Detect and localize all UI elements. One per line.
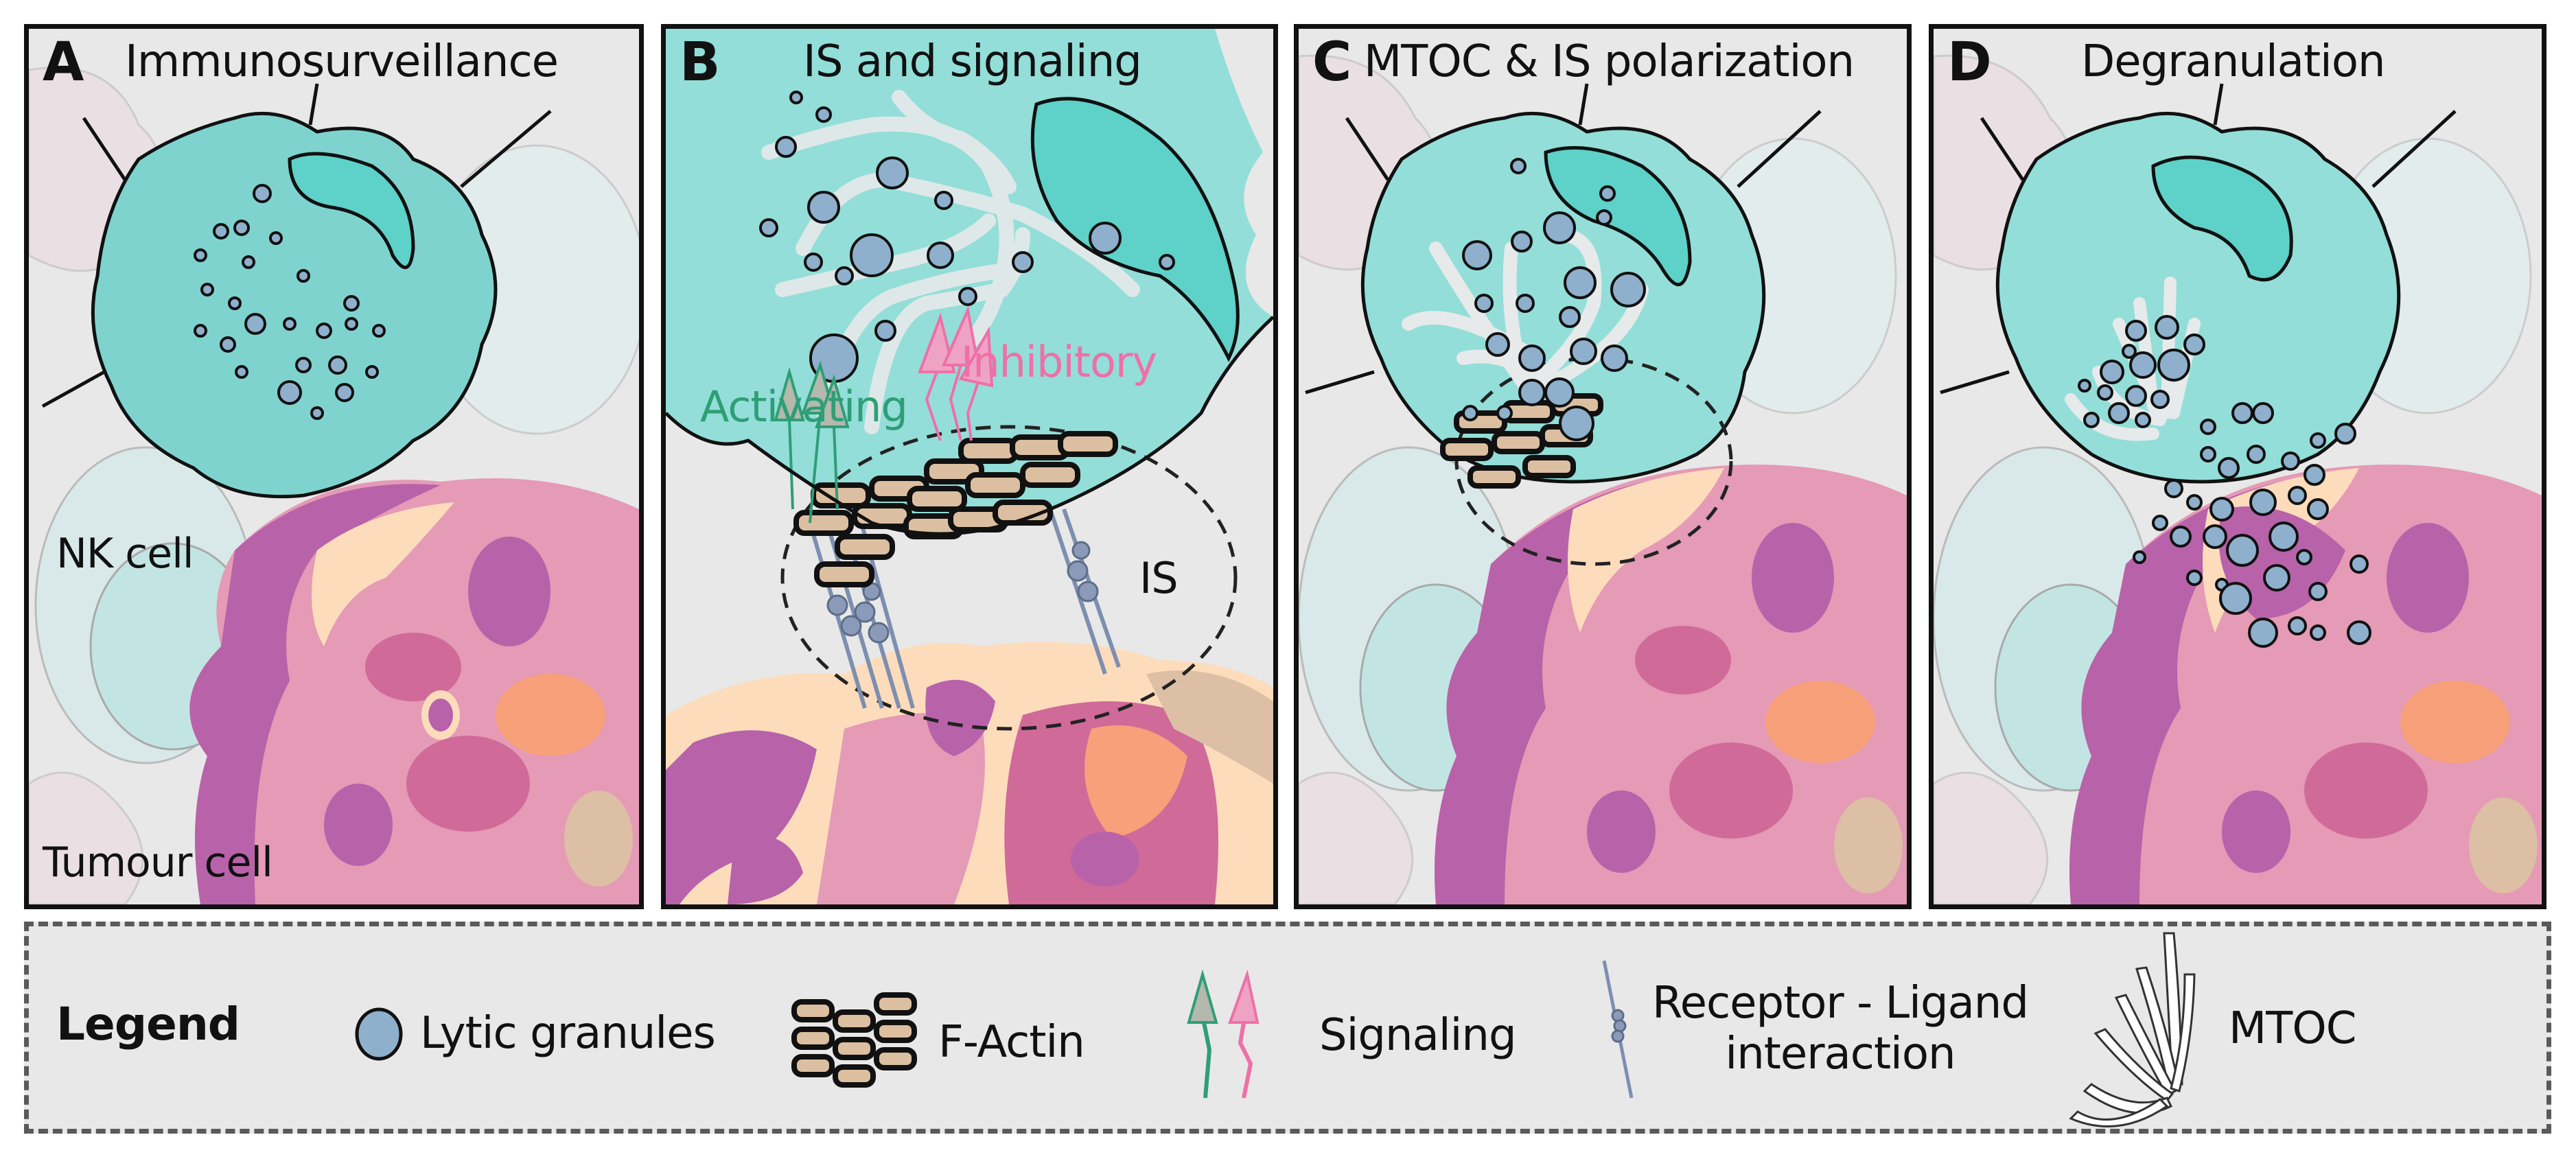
legend-label: F-Actin: [938, 1017, 1085, 1068]
legend-item-f-actin: F-Actin: [787, 988, 1085, 1098]
legend-box: Legend Lytic granules F-Actin Signaling: [24, 922, 2551, 1134]
panel-a-immunosurveillance: A Immunosurveillance NK cell Tumour cell: [24, 24, 644, 909]
panel-letter: A: [43, 32, 84, 93]
legend-item-mtoc: MTOC: [2064, 926, 2356, 1132]
panel-d-illustration: [1934, 54, 2542, 904]
legend-label: MTOC: [2229, 1003, 2356, 1055]
legend-label: Signaling: [1319, 1010, 1517, 1062]
legend-label-line1: Receptor - Ligand: [1652, 978, 2029, 1029]
panel-c-mtoc-is-polarization: C MTOC & IS polarization: [1294, 24, 1912, 909]
signaling-arrows-icon: [1187, 969, 1260, 1099]
legend-title: Legend: [56, 998, 240, 1051]
receptor-ligand-icon: [1602, 960, 1634, 1099]
panel-b-illustration: [666, 29, 1273, 904]
activating-label: Activating: [700, 382, 908, 432]
legend-item-lytic-granules: Lytic granules: [351, 1005, 716, 1063]
lytic-granule-icon: [355, 1007, 403, 1061]
immune-synapse-label: IS: [1139, 553, 1179, 603]
legend-label-line2: interaction: [1725, 1029, 1956, 1079]
panel-c-illustration: [1299, 54, 1907, 904]
panel-title: Degranulation: [2081, 36, 2386, 87]
legend-label: Receptor - Ligand interaction: [1652, 978, 2029, 1079]
f-actin-icon: [791, 992, 917, 1088]
panel-letter: B: [680, 32, 721, 93]
legend-label: Lytic granules: [420, 1008, 716, 1060]
legend-item-signaling: Signaling: [1175, 968, 1517, 1105]
panel-d-degranulation: D Degranulation: [1929, 24, 2546, 909]
panel-title: Immunosurveillance: [125, 36, 559, 87]
panel-letter: D: [1947, 32, 1992, 93]
panel-title: IS and signaling: [803, 36, 1142, 87]
mtoc-icon: [2069, 932, 2196, 1128]
tumour-cell-label: Tumour cell: [43, 839, 273, 887]
panel-title: MTOC & IS polarization: [1364, 36, 1855, 87]
nk-cell-label: NK cell: [56, 530, 194, 578]
panel-letter: C: [1312, 32, 1352, 93]
panel-a-illustration: [29, 67, 639, 904]
inhibitory-label: Inhibitory: [961, 337, 1157, 387]
panel-b-is-and-signaling: B IS and signaling Activating Inhibitory…: [661, 24, 1278, 909]
legend-item-receptor-ligand: Receptor - Ligand interaction: [1597, 954, 2029, 1105]
